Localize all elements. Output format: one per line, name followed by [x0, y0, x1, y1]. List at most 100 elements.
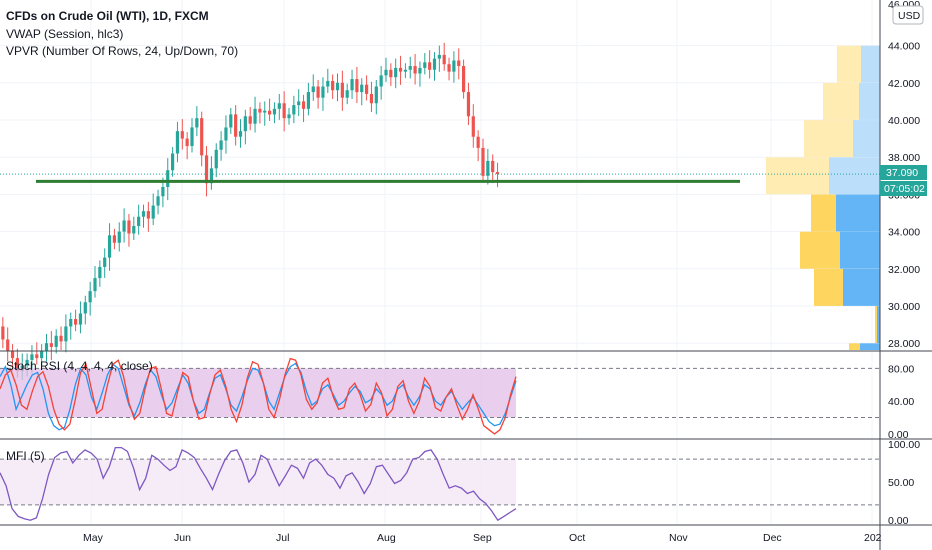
candle-body [282, 103, 286, 119]
price-tick-label: 32.000 [888, 264, 920, 276]
candle-body [10, 350, 15, 359]
vp-up-bar [829, 157, 880, 195]
candle-body [49, 343, 53, 347]
candle-body [35, 354, 39, 359]
candle-body [122, 220, 126, 232]
time-tick-label: Oct [569, 532, 585, 544]
series-line-primary [0, 446, 517, 522]
candle-body [224, 127, 228, 141]
candle-body [151, 205, 155, 219]
candle-body [214, 149, 218, 169]
candle-body [137, 216, 141, 227]
candle-body [190, 127, 194, 147]
candle-body [93, 278, 97, 292]
vp-up-bar [859, 82, 880, 120]
candle-body [374, 86, 378, 104]
indicator-vwap-label[interactable]: VWAP (Session, hlc3) [6, 27, 123, 41]
candle-body [132, 226, 136, 234]
candle-body [15, 358, 19, 372]
mfi-title[interactable]: MFI (5) [6, 449, 45, 463]
candle-body [316, 86, 320, 98]
candle-body [355, 79, 359, 93]
price-tick-label: 38.000 [888, 152, 920, 164]
time-tick-label: Jun [174, 532, 191, 544]
candle-body [428, 62, 432, 70]
candle-body [369, 93, 374, 104]
candle-body [263, 110, 267, 113]
candle-body [418, 67, 422, 74]
time-tick-label: Jul [276, 532, 289, 544]
candle-body [491, 160, 495, 173]
vp-down-bar [823, 82, 859, 120]
candle-body [481, 147, 485, 176]
candle-body [471, 116, 475, 137]
vp-down-bar [811, 194, 836, 232]
price-tick-label: 34.000 [888, 227, 920, 239]
candle-body [365, 84, 369, 94]
stoch-rsi-title[interactable]: Stoch RSI (4, 4, 4, 4, close) [6, 359, 153, 373]
candle-body [166, 170, 170, 187]
candle-body [394, 67, 398, 78]
axis-tick-label: 0.00 [888, 515, 909, 527]
price-axis[interactable]: 44.00042.00040.00038.00036.00034.00032.0… [888, 41, 920, 351]
volume-profile [766, 45, 880, 350]
candle-body [200, 118, 204, 156]
candle-body [306, 92, 310, 109]
candle-body [495, 172, 500, 174]
candle-body [30, 354, 34, 360]
candle-body [258, 108, 262, 113]
candle-body [321, 86, 325, 98]
candle-body [25, 359, 29, 366]
candle-body [408, 66, 412, 70]
time-tick-label: Sep [473, 532, 492, 544]
candle-body [301, 101, 306, 109]
candle-body [457, 60, 461, 67]
current-price-label: 37.090 [886, 167, 918, 179]
vp-up-bar [853, 120, 880, 158]
axis-tick-label: 100.00 [888, 439, 920, 451]
candle-body [1, 326, 5, 340]
countdown-label: 07:05:02 [884, 183, 925, 195]
candle-body [384, 69, 388, 76]
candle-body [156, 196, 160, 206]
candle-body [335, 82, 340, 91]
axis-tick-label: 80.00 [888, 363, 914, 375]
price-tick-label: 40.000 [888, 115, 920, 127]
candle-body [141, 211, 146, 217]
candle-body [452, 60, 456, 72]
indicator-vpvr-label[interactable]: VPVR (Number Of Rows, 24, Up/Down, 70) [6, 44, 238, 58]
candle-body [350, 79, 354, 91]
candle-body [413, 66, 417, 74]
candle-body [69, 319, 73, 327]
candle-body [44, 343, 49, 351]
candle-body [326, 80, 330, 87]
vp-up-bar [860, 343, 880, 350]
vp-up-bar [840, 231, 880, 269]
currency-button[interactable] [892, 5, 924, 25]
time-tick-label: Dec [763, 532, 782, 544]
candle-body [292, 105, 296, 115]
candle-body [146, 211, 150, 219]
time-axis[interactable]: May Jun Jul Aug Sep Oct Nov Dec 202 [83, 532, 882, 544]
candle-body [447, 64, 451, 72]
candle-body [78, 313, 83, 325]
candle-body [268, 110, 272, 115]
candle-body [209, 168, 213, 184]
candle-body [442, 54, 446, 65]
candle-body [161, 186, 165, 197]
vp-down-bar [800, 231, 840, 269]
currency-button-label: USD [898, 10, 921, 22]
axis-tick-label: 0.00 [888, 429, 909, 441]
candle-body [248, 116, 252, 124]
vp-up-bar [836, 194, 880, 232]
candle-body [185, 138, 189, 147]
time-tick-label: Nov [669, 532, 688, 544]
candle-body [403, 69, 407, 72]
price-tick-label: 42.000 [888, 78, 920, 90]
candle-body [340, 82, 344, 98]
grid [0, 0, 880, 525]
candle-body [59, 335, 63, 342]
rsi-axis: 80.00 40.00 0.00 [888, 363, 914, 441]
countdown-badge [880, 181, 927, 196]
candle-body [466, 92, 471, 117]
